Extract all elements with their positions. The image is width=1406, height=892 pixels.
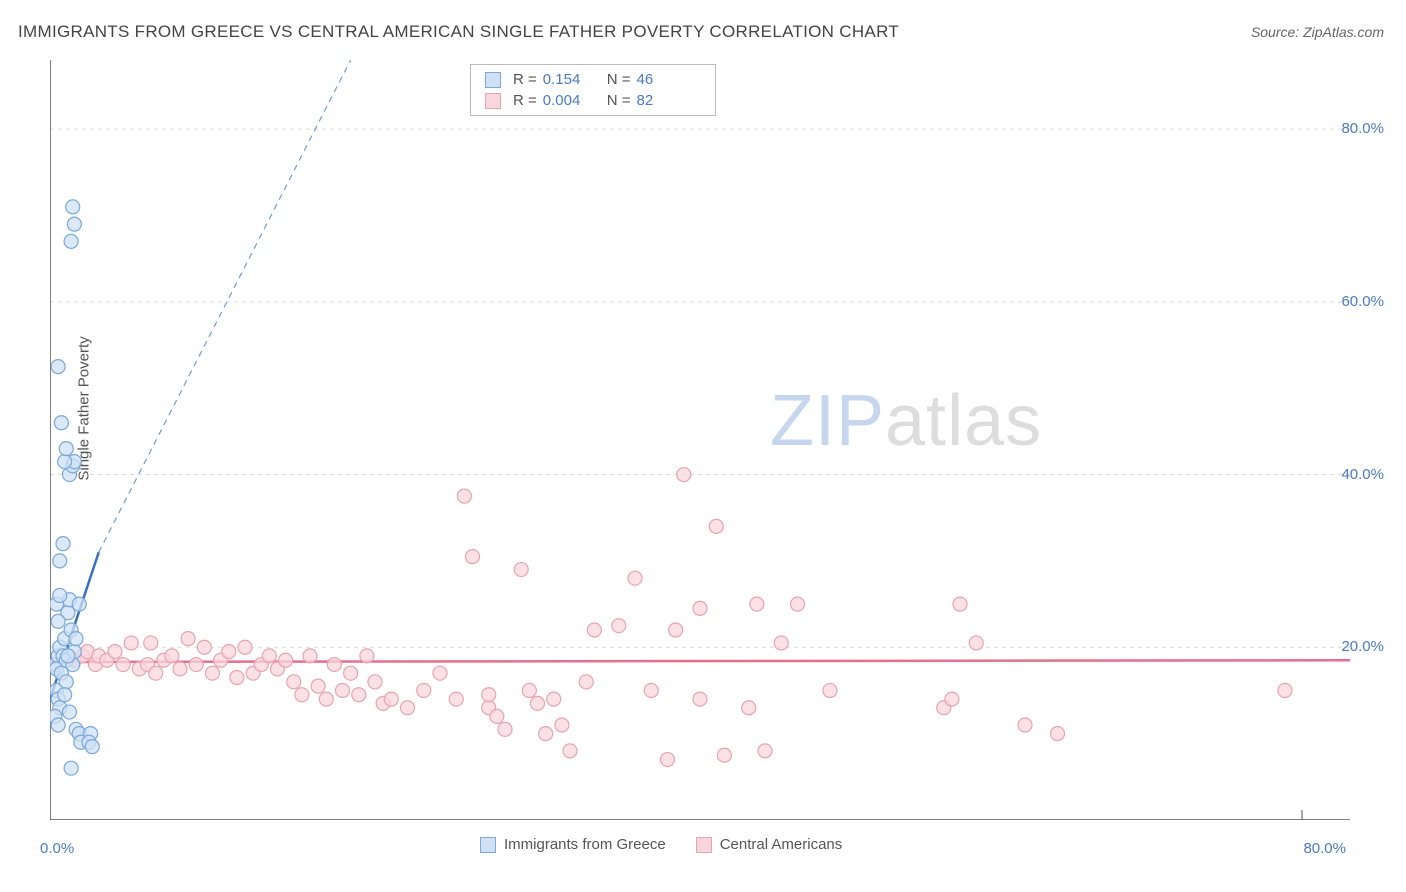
legend-swatch-greece — [485, 72, 501, 88]
y-tick-label: 60.0% — [1341, 293, 1384, 310]
legend-item-central: Central Americans — [696, 836, 843, 853]
legend-row-central: R = 0.004 N = 82 — [471, 90, 715, 111]
legend-r-label: R = — [513, 92, 537, 109]
y-tick-label: 40.0% — [1341, 466, 1384, 483]
y-tick-label: 80.0% — [1341, 120, 1384, 137]
legend-swatch-greece-bottom — [480, 837, 496, 853]
legend-label-central: Central Americans — [720, 836, 843, 853]
legend-n-label: N = — [607, 92, 631, 109]
legend-n-label: N = — [607, 71, 631, 88]
y-tick-label: 20.0% — [1341, 638, 1384, 655]
legend-r-label: R = — [513, 71, 537, 88]
legend-swatch-central — [485, 93, 501, 109]
scatter-plot — [50, 60, 1350, 820]
legend-correlation: R = 0.154 N = 46 R = 0.004 N = 82 — [470, 64, 716, 116]
legend-n-value-central: 82 — [637, 92, 683, 109]
legend-row-greece: R = 0.154 N = 46 — [471, 69, 715, 90]
legend-series: Immigrants from Greece Central Americans — [480, 836, 872, 853]
legend-r-value-central: 0.004 — [543, 92, 589, 109]
legend-item-greece: Immigrants from Greece — [480, 836, 666, 853]
legend-swatch-central-bottom — [696, 837, 712, 853]
legend-n-value-greece: 46 — [637, 71, 683, 88]
x-axis-start-label: 0.0% — [40, 840, 74, 857]
legend-label-greece: Immigrants from Greece — [504, 836, 666, 853]
chart-title: IMMIGRANTS FROM GREECE VS CENTRAL AMERIC… — [18, 22, 899, 42]
source-attribution: Source: ZipAtlas.com — [1251, 24, 1384, 40]
x-axis-end-label: 80.0% — [1303, 840, 1346, 857]
legend-r-value-greece: 0.154 — [543, 71, 589, 88]
